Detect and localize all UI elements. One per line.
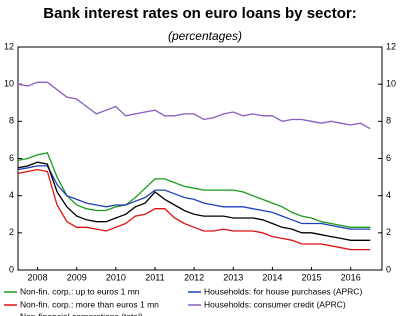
x-tick-label: 2009 <box>67 272 87 282</box>
x-tick-label: 2015 <box>302 272 322 282</box>
y-tick-label: 4 <box>9 190 14 200</box>
y-tick-label: 8 <box>9 116 14 126</box>
y2-tick-label: 8 <box>386 116 391 126</box>
y-tick-label: 2 <box>9 227 14 237</box>
y2-tick-label: 6 <box>386 153 391 163</box>
plot-frame <box>17 46 383 271</box>
y2-tick-label: 2 <box>386 227 391 237</box>
legend-label: Non-fin. corp.: up to euros 1 mn <box>20 286 140 296</box>
series-line <box>17 165 371 230</box>
y2-tick-label: 10 <box>386 79 396 89</box>
series-line <box>17 168 371 251</box>
x-tick-label: 2016 <box>341 272 361 282</box>
y-tick-label: 12 <box>4 41 14 51</box>
y2-tick-label: 4 <box>386 190 391 200</box>
x-tick-label: 2010 <box>106 272 126 282</box>
x-tick-label: 2011 <box>145 272 164 282</box>
y2-tick-label: 12 <box>386 41 396 51</box>
y-tick-label: 6 <box>9 153 14 163</box>
x-tick-label: 2008 <box>28 272 48 282</box>
y-tick-label: 0 <box>9 264 14 274</box>
x-tick-label: 2013 <box>223 272 243 282</box>
chart-title: Bank interest rates on euro loans by sec… <box>43 5 356 22</box>
series-line <box>17 152 371 228</box>
series-line <box>17 81 371 130</box>
chart-subtitle: (percentages) <box>168 29 242 43</box>
y2-tick-label: 0 <box>386 264 391 274</box>
series-line <box>17 161 371 241</box>
x-tick-label: 2012 <box>184 272 204 282</box>
legend-label: Non-fin. corp.: more than euros 1 mn <box>20 299 159 309</box>
legend-label: Non-financial corporations (total) <box>20 311 143 316</box>
y-tick-label: 10 <box>4 79 14 89</box>
legend-label: Households: for house purchases (APRC) <box>204 286 362 296</box>
x-tick-label: 2014 <box>262 272 282 282</box>
legend-label: Households: consumer credit (APRC) <box>204 299 346 309</box>
